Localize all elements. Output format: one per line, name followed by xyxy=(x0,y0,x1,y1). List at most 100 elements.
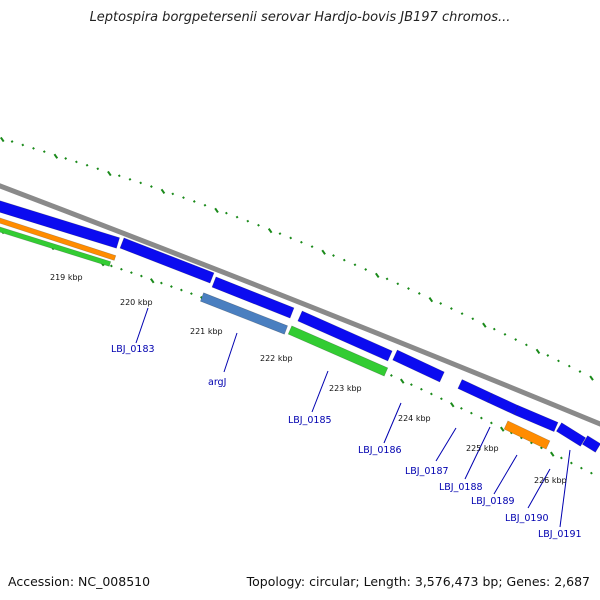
gene-labels[interactable]: LBJ_0183 argJ LBJ_0185 LBJ_0186 LBJ_0187… xyxy=(111,307,582,540)
minor-tick xyxy=(169,285,173,288)
minor-tick xyxy=(257,223,260,227)
minor-tick xyxy=(139,181,143,185)
cds-arrow[interactable] xyxy=(297,310,393,362)
rna-feature-orange[interactable] xyxy=(0,217,117,261)
tick-label-222: 222 kbp xyxy=(260,354,293,363)
major-tick xyxy=(375,272,380,278)
feature-green[interactable] xyxy=(287,325,389,377)
minor-tick xyxy=(110,264,113,268)
major-tick xyxy=(550,451,555,457)
gene-label-lbj-0189[interactable]: LBJ_0189 xyxy=(471,496,515,507)
major-tick xyxy=(535,348,541,354)
minor-tick xyxy=(417,292,421,295)
minor-tick xyxy=(578,370,582,373)
minor-tick xyxy=(225,211,228,215)
minor-tick xyxy=(580,466,583,470)
leader-line xyxy=(223,332,238,373)
major-tick xyxy=(428,297,434,303)
gene-label-lbj-0187[interactable]: LBJ_0187 xyxy=(405,466,449,477)
leader-line xyxy=(527,468,551,509)
leader-line xyxy=(383,402,402,444)
leader-line xyxy=(311,370,329,413)
major-tick xyxy=(160,188,166,194)
minor-tick xyxy=(10,140,14,143)
major-tick xyxy=(400,378,405,384)
minor-tick xyxy=(139,274,143,278)
leader-line xyxy=(435,427,457,462)
major-tick xyxy=(0,136,5,143)
cds-arrow[interactable] xyxy=(392,349,445,383)
cds-arrow[interactable] xyxy=(0,200,120,249)
rna-feature-green[interactable] xyxy=(0,226,112,267)
major-tick xyxy=(321,249,326,255)
minor-tick xyxy=(590,471,593,475)
gene-label-argj[interactable]: argJ xyxy=(208,377,226,388)
tick-label-220: 220 kbp xyxy=(120,298,153,307)
gene-label-lbj-0183[interactable]: LBJ_0183 xyxy=(111,344,155,355)
gene-label-lbj-0191[interactable]: LBJ_0191 xyxy=(538,529,582,540)
tick-label-225: 225 kbp xyxy=(466,444,499,453)
cds-arrow[interactable] xyxy=(513,405,559,432)
feature-track[interactable] xyxy=(0,200,600,453)
minor-tick xyxy=(300,240,303,244)
minor-tick xyxy=(246,219,250,223)
minor-tick xyxy=(492,327,496,331)
gene-label-lbj-0185[interactable]: LBJ_0185 xyxy=(288,415,332,426)
feature-orange[interactable] xyxy=(503,420,551,450)
leader-line xyxy=(559,449,571,528)
genome-stats-label: Topology: circular; Length: 3,576,473 bp… xyxy=(246,574,590,589)
major-tick xyxy=(449,402,455,408)
leader-line xyxy=(135,307,149,344)
minor-tick xyxy=(159,281,163,285)
major-tick xyxy=(214,207,219,213)
cds-arrow[interactable] xyxy=(487,393,519,415)
minor-tick xyxy=(560,456,563,460)
minor-tick xyxy=(182,196,185,200)
gene-label-lbj-0186[interactable]: LBJ_0186 xyxy=(358,445,402,456)
gene-label-lbj-0190[interactable]: LBJ_0190 xyxy=(505,513,549,524)
minor-tick xyxy=(192,200,196,203)
outer-dotted-scale xyxy=(0,136,594,381)
minor-tick xyxy=(150,185,153,188)
minor-tick xyxy=(289,236,293,240)
minor-tick xyxy=(120,267,123,271)
minor-tick xyxy=(385,277,389,281)
major-tick xyxy=(107,170,112,177)
cds-arrow[interactable] xyxy=(581,435,600,453)
minor-tick xyxy=(235,215,239,219)
minor-tick xyxy=(130,271,133,275)
minor-tick xyxy=(557,359,560,363)
minor-tick xyxy=(546,354,550,357)
gene-label-lbj-0188[interactable]: LBJ_0188 xyxy=(439,482,483,493)
cds-arrow[interactable] xyxy=(119,237,215,284)
minor-tick xyxy=(503,332,507,336)
cds-arrow[interactable] xyxy=(457,379,493,403)
minor-tick xyxy=(342,258,346,262)
minor-tick xyxy=(189,292,193,296)
minor-tick xyxy=(278,232,282,236)
minor-tick xyxy=(117,174,121,178)
minor-tick xyxy=(179,288,183,292)
cds-arrow[interactable] xyxy=(555,422,587,447)
feature-steelblue[interactable] xyxy=(200,292,288,335)
leader-line xyxy=(464,426,491,480)
minor-tick xyxy=(203,203,207,207)
map-title: Leptospira borgpetersenii serovar Hardjo… xyxy=(89,10,511,25)
inner-dotted-scale xyxy=(0,228,593,475)
minor-tick xyxy=(42,150,46,154)
minor-tick xyxy=(64,157,68,160)
minor-tick xyxy=(525,343,528,347)
minor-tick xyxy=(171,192,175,196)
minor-tick xyxy=(480,416,483,420)
minor-tick xyxy=(460,312,464,316)
minor-tick xyxy=(470,411,473,415)
minor-tick xyxy=(32,146,35,150)
minor-tick xyxy=(430,392,433,396)
major-tick xyxy=(589,375,594,381)
minor-tick xyxy=(460,406,463,410)
chromosome-backbone xyxy=(0,183,600,427)
tick-label-226: 226 kbp xyxy=(534,476,567,485)
cds-arrow[interactable] xyxy=(211,276,295,319)
minor-tick xyxy=(420,387,423,391)
